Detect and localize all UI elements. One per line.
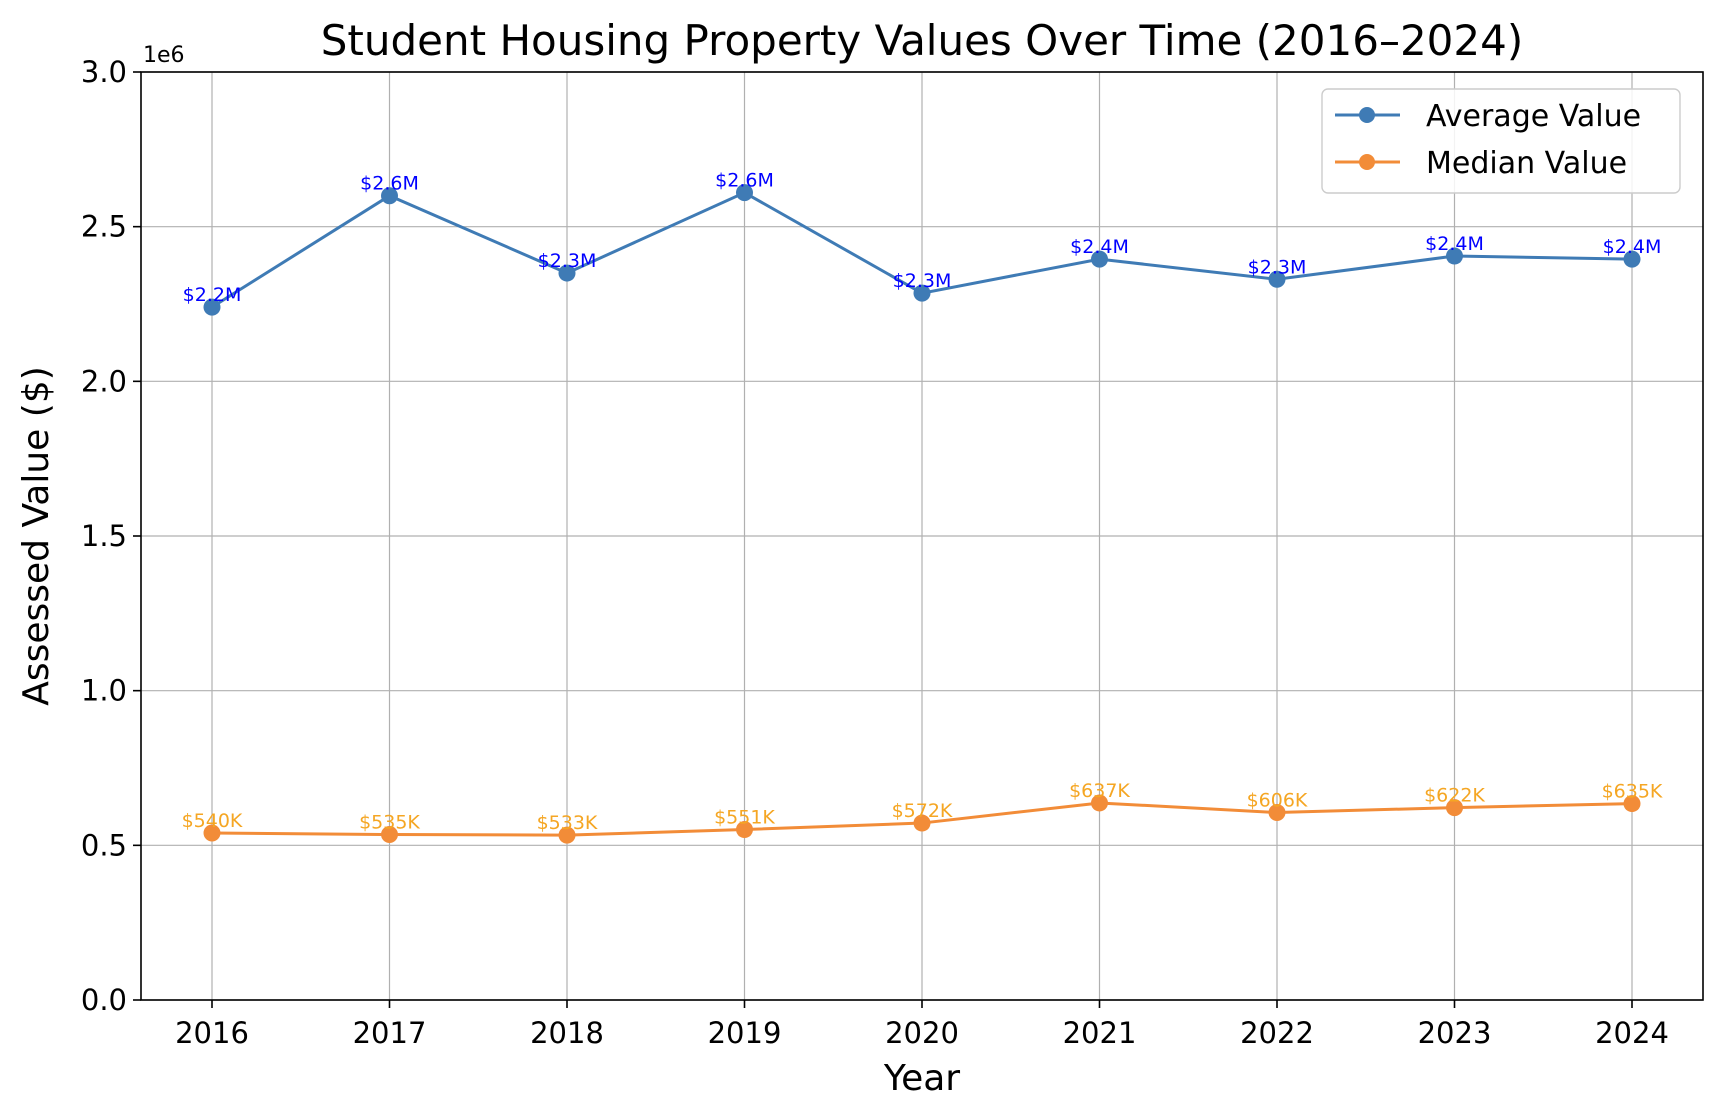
data-point-average [1446,247,1463,265]
y-tick-label: 3.0 [81,55,127,89]
y-tick-label: 0.5 [81,828,127,862]
data-label-average: $2.4M [1070,236,1129,258]
data-label-average: $2.4M [1425,233,1484,255]
data-label-median: $637K [1069,780,1130,802]
data-labels: $2.2M $2.6M $2.3M $2.6M $2.3M $2.4M $2.3M $2.4M… [182,170,1663,834]
data-point-average [1268,270,1286,288]
data-point-average [913,284,931,302]
data-label-average: $2.3M [538,250,597,272]
data-label-median: $635K [1602,781,1663,803]
y-tick-label: 2.5 [81,210,127,244]
data-label-average: $2.6M [715,170,774,192]
y-axis-label: Assessed Value ($) [16,366,57,706]
legend-marker-average [1359,107,1375,123]
x-tick-label: 2020 [885,1016,959,1050]
data-point-median [203,824,221,842]
x-tick-label: 2019 [708,1016,782,1050]
x-tick-label: 2016 [175,1016,249,1050]
data-point-median [1446,799,1463,817]
x-tick-label: 2024 [1595,1016,1669,1050]
legend: Average Value Median Value [1321,88,1681,194]
legend-label-average: Average Value [1426,99,1641,134]
data-label-average: $2.3M [1248,256,1307,278]
y-axis-offset-label: 1e6 [143,43,185,68]
axis-ticks: 2016 2017 2018 2019 2020 2021 2022 2023 2024 0.0 0… [81,55,1669,1050]
data-point-median [381,826,398,844]
grid [141,71,1703,1001]
data-label-median: $606K [1247,790,1308,812]
data-point-median [1268,804,1286,822]
series-layer [203,184,1641,844]
data-point-average [1091,250,1108,268]
x-tick-label: 2018 [530,1016,604,1050]
data-point-median [1623,795,1641,813]
data-label-median: $551K [714,807,775,829]
chart-title: Student Housing Property Values Over Tim… [321,16,1523,65]
y-tick-label: 1.5 [81,519,127,553]
data-label-median: $533K [537,812,598,834]
data-point-median [1091,794,1108,812]
legend-marker-median [1359,154,1375,170]
data-label-average: $2.2M [183,284,242,306]
data-label-median: $535K [359,812,420,834]
data-point-average [1623,250,1641,268]
data-label-median: $540K [182,810,243,832]
data-label-average: $2.6M [360,173,419,195]
data-point-average [558,264,576,282]
data-label-average: $2.3M [893,270,952,292]
x-axis-label: Year [883,1058,960,1099]
legend-label-median: Median Value [1426,146,1627,181]
data-point-median [913,814,931,832]
data-point-average [736,184,753,202]
x-tick-label: 2022 [1240,1016,1314,1050]
data-point-average [381,187,398,205]
x-tick-label: 2023 [1418,1016,1492,1050]
y-tick-label: 1.0 [81,674,127,708]
data-point-median [736,821,753,839]
x-tick-label: 2017 [353,1016,427,1050]
data-label-median: $622K [1424,785,1485,807]
data-label-median: $572K [892,800,953,822]
x-tick-label: 2021 [1063,1016,1137,1050]
data-point-median [558,826,576,844]
y-tick-label: 2.0 [81,364,127,398]
y-tick-label: 0.0 [81,983,127,1017]
legend-box [1321,88,1681,194]
data-label-average: $2.4M [1603,236,1662,258]
data-point-average [203,298,221,316]
